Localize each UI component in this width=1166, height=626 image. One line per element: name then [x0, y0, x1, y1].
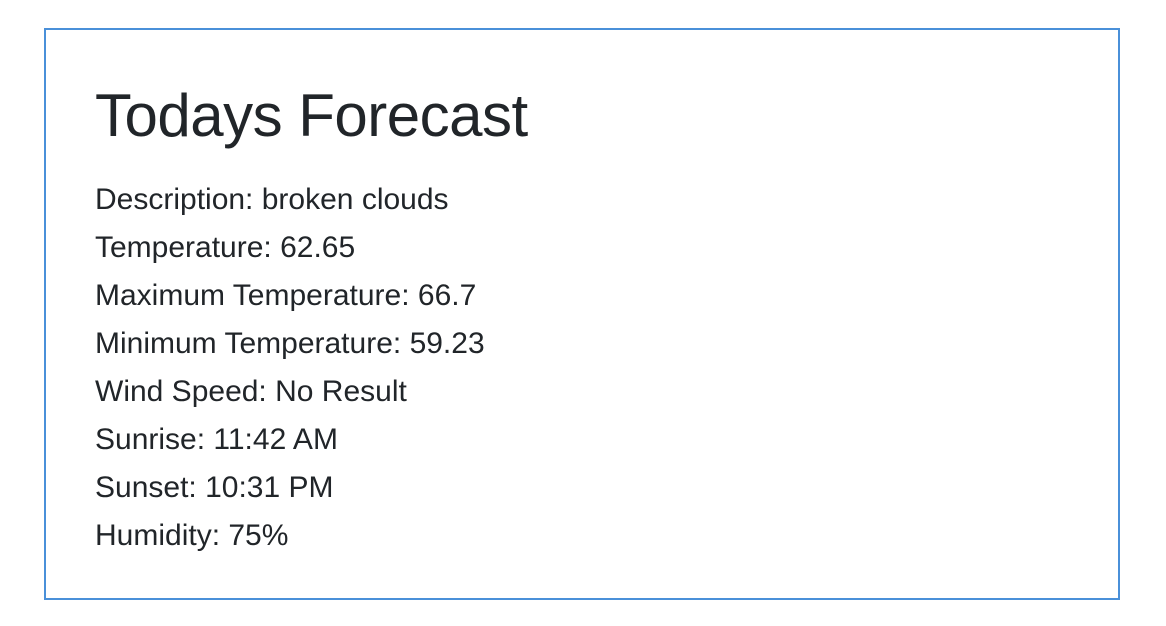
row-value: 62.65 [280, 231, 356, 264]
row-label: Wind Speed: [95, 375, 267, 408]
row-value: broken clouds [261, 183, 449, 216]
forecast-row-max-temperature: Maximum Temperature: 66.7 [95, 272, 485, 320]
forecast-row-wind-speed: Wind Speed: No Result [95, 368, 485, 416]
row-label: Minimum Temperature: [95, 327, 402, 360]
row-label: Sunset: [95, 471, 197, 504]
forecast-row-humidity: Humidity: 75% [95, 512, 485, 560]
row-value: No Result [275, 375, 407, 408]
row-label: Humidity: [95, 519, 221, 552]
forecast-title: Todays Forecast [95, 82, 528, 149]
forecast-card: Todays Forecast Description: broken clou… [44, 28, 1120, 600]
forecast-row-temperature: Temperature: 62.65 [95, 224, 485, 272]
row-label: Maximum Temperature: [95, 279, 410, 312]
row-value: 66.7 [417, 279, 477, 312]
forecast-list: Description: broken clouds Temperature: … [95, 176, 485, 560]
row-label: Description: [95, 183, 254, 216]
forecast-row-description: Description: broken clouds [95, 176, 485, 224]
forecast-row-min-temperature: Minimum Temperature: 59.23 [95, 320, 485, 368]
row-value: 75% [228, 519, 289, 552]
forecast-row-sunset: Sunset: 10:31 PM [95, 464, 485, 512]
row-label: Temperature: [95, 231, 272, 264]
row-label: Sunrise: [95, 423, 206, 456]
row-value: 10:31 PM [205, 471, 334, 504]
row-value: 59.23 [409, 327, 485, 360]
row-value: 11:42 AM [213, 423, 338, 456]
forecast-row-sunrise: Sunrise: 11:42 AM [95, 416, 485, 464]
